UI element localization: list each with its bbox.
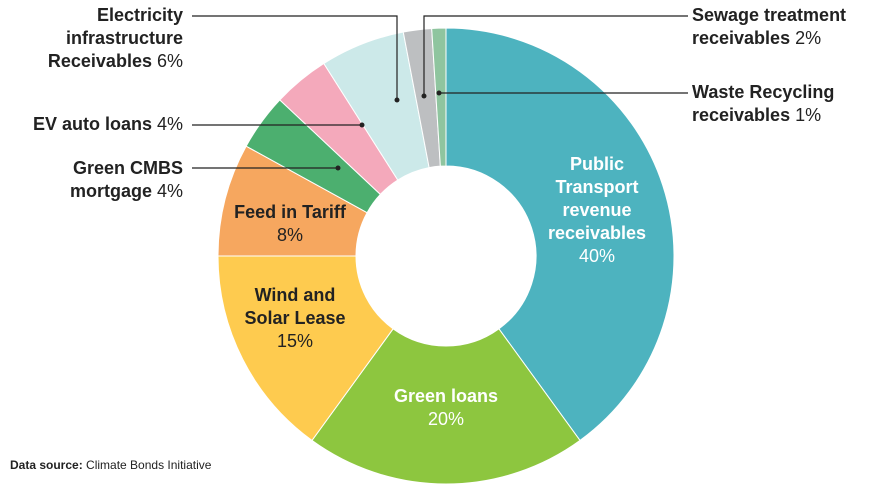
outside-label: Electricity infrastructure Receivables 6… [47, 5, 183, 71]
outside-label: EV auto loans 4% [32, 114, 183, 134]
leader-line [192, 15, 398, 100]
slice-label: Feed in Tariff 8% [234, 202, 346, 245]
outside-label: Green CMBS mortgage 4% [69, 158, 183, 201]
slice [217, 255, 394, 442]
slice [445, 27, 675, 442]
slice [311, 328, 581, 484]
slice [431, 27, 447, 167]
outside-label: Sewage treatment receivables 2% [692, 5, 847, 48]
slice-label: Green loans 20% [393, 386, 499, 429]
outside-label: Waste Recycling receivables 1% [692, 82, 835, 125]
leader-line [423, 15, 688, 96]
slice-label: Wind and Solar Lease 15% [244, 285, 346, 351]
source-note: Data source: Climate Bonds Initiative [10, 458, 212, 472]
slice-label: Public Transport revenue receivables 40% [547, 154, 647, 266]
